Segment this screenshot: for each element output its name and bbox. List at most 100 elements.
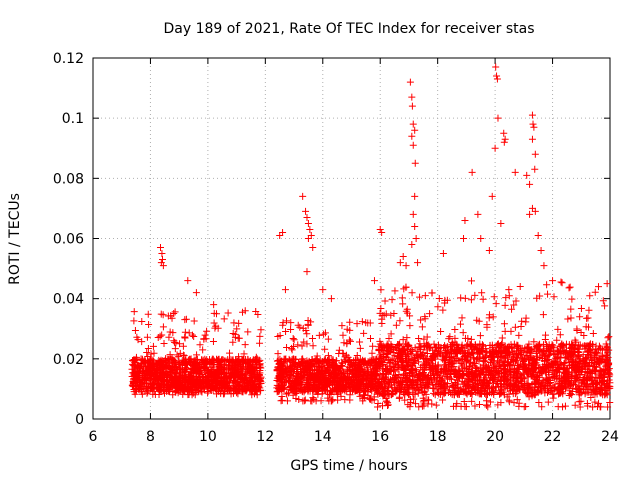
- data-point: [290, 336, 298, 344]
- data-point: [173, 383, 181, 391]
- data-point: [378, 315, 386, 323]
- data-point: [547, 343, 555, 351]
- data-point: [565, 358, 573, 366]
- data-point: [590, 379, 598, 387]
- data-point: [558, 388, 566, 396]
- data-point: [419, 370, 427, 378]
- data-point: [188, 381, 196, 389]
- data-point: [198, 383, 206, 391]
- data-point: [192, 369, 200, 377]
- data-point: [474, 389, 482, 397]
- data-point: [417, 316, 425, 324]
- data-point: [449, 402, 457, 410]
- data-point: [502, 345, 510, 353]
- data-point: [600, 380, 608, 388]
- data-point: [145, 320, 153, 328]
- data-point: [158, 358, 166, 366]
- data-point: [316, 375, 324, 383]
- data-point: [365, 359, 373, 367]
- data-point: [248, 374, 256, 382]
- data-point: [181, 316, 189, 324]
- data-point: [376, 225, 384, 233]
- data-point: [493, 72, 501, 80]
- data-point: [451, 334, 459, 342]
- data-point: [469, 382, 477, 390]
- data-point: [289, 342, 297, 350]
- data-point: [526, 210, 534, 218]
- data-point: [451, 370, 459, 378]
- data-point: [343, 325, 351, 333]
- data-point: [398, 294, 406, 302]
- data-point: [591, 367, 599, 375]
- data-point: [338, 322, 346, 330]
- data-point: [438, 365, 446, 373]
- data-point: [360, 329, 368, 337]
- data-point: [377, 286, 385, 294]
- data-point: [542, 331, 550, 339]
- data-point: [605, 333, 613, 341]
- data-point: [340, 368, 348, 376]
- data-point: [439, 250, 447, 258]
- data-point: [208, 383, 216, 391]
- data-point: [443, 372, 451, 380]
- data-point: [599, 356, 607, 364]
- data-point: [336, 369, 344, 377]
- data-point: [602, 340, 610, 348]
- data-point: [287, 319, 295, 327]
- data-point: [304, 235, 312, 242]
- data-point: [415, 334, 423, 342]
- data-point: [143, 333, 151, 341]
- data-point: [416, 293, 424, 301]
- data-point: [583, 314, 591, 322]
- data-point: [375, 347, 383, 355]
- data-point: [519, 359, 527, 367]
- data-point: [241, 341, 249, 349]
- data-point: [500, 138, 508, 146]
- data-point: [540, 262, 548, 270]
- data-point: [256, 339, 264, 347]
- data-point: [420, 397, 428, 405]
- data-point: [320, 330, 328, 338]
- data-point: [583, 348, 591, 356]
- data-point: [474, 210, 482, 218]
- data-point: [129, 369, 137, 377]
- data-point: [138, 338, 146, 346]
- data-point: [408, 379, 416, 387]
- data-point: [200, 376, 208, 384]
- data-point: [531, 207, 539, 215]
- data-point: [546, 346, 554, 354]
- data-point: [441, 299, 449, 307]
- data-point: [487, 385, 495, 393]
- data-point: [414, 387, 422, 395]
- data-point: [188, 391, 196, 399]
- data-point: [285, 376, 293, 384]
- data-point: [492, 300, 500, 308]
- data-point: [504, 349, 512, 357]
- data-point: [384, 366, 392, 374]
- data-point: [496, 390, 504, 398]
- data-point: [552, 366, 560, 374]
- data-point: [411, 126, 419, 134]
- data-point: [399, 253, 407, 261]
- data-point: [425, 376, 433, 384]
- data-point: [446, 333, 454, 341]
- data-point: [366, 319, 374, 327]
- data-point: [501, 135, 509, 143]
- data-point: [283, 397, 291, 405]
- data-point: [256, 376, 264, 384]
- data-point: [317, 363, 325, 371]
- data-point: [292, 395, 300, 403]
- data-point: [187, 379, 195, 387]
- data-point: [436, 343, 444, 351]
- data-point: [416, 340, 424, 348]
- data-point: [164, 312, 172, 320]
- data-point: [408, 241, 416, 249]
- data-point: [184, 277, 192, 285]
- data-point: [234, 334, 242, 342]
- data-point: [567, 305, 575, 313]
- data-point: [399, 336, 407, 344]
- data-point: [517, 346, 525, 354]
- data-point: [536, 387, 544, 395]
- data-point: [453, 341, 461, 349]
- data-point: [251, 380, 259, 388]
